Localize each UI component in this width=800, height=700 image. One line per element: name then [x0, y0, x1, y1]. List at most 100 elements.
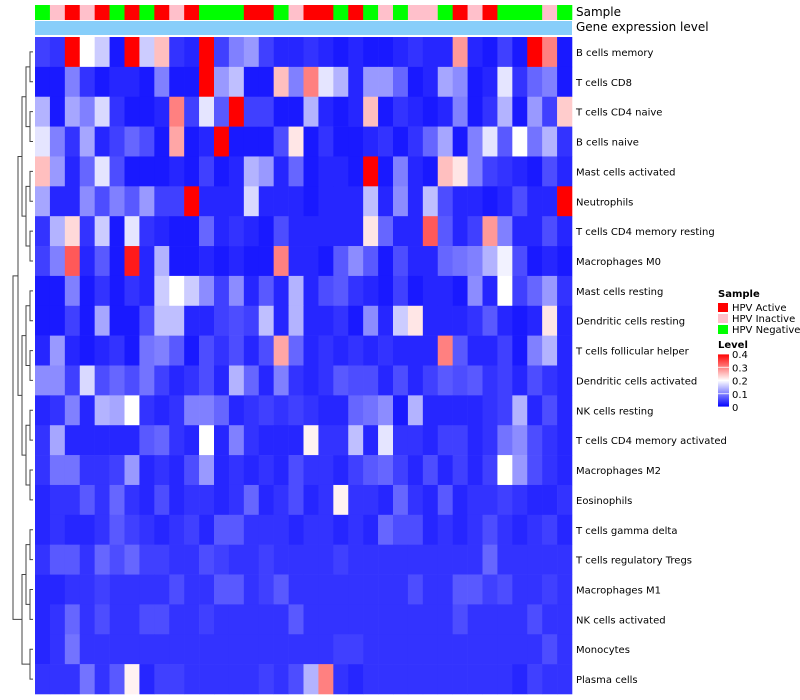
heatmap-cell: [467, 604, 483, 635]
heatmap-cell: [452, 186, 468, 217]
heatmap-cell: [363, 126, 379, 157]
heatmap-cell: [303, 216, 319, 247]
heatmap-cell: [393, 514, 409, 545]
heatmap-cell: [452, 246, 468, 277]
legend-tick-label: 0.4: [732, 350, 748, 361]
heatmap-cell: [228, 305, 245, 336]
heatmap-cell: [35, 664, 51, 695]
heatmap-cell: [184, 246, 200, 277]
heatmap-cell: [348, 604, 364, 635]
heatmap-cell: [64, 275, 81, 307]
heatmap-cell: [273, 126, 289, 157]
heatmap-cell: [64, 514, 81, 545]
sample-annotation-cell: [214, 5, 230, 20]
heatmap-cell: [407, 544, 424, 575]
heatmap-cell: [94, 37, 110, 68]
heatmap-cell: [527, 275, 543, 307]
heatmap-cell: [109, 544, 125, 575]
heatmap-cell: [422, 484, 439, 516]
heatmap-cell: [49, 246, 66, 277]
heatmap-cell: [228, 604, 245, 635]
heatmap-cell: [288, 275, 304, 307]
dendrogram-branch: [21, 335, 26, 456]
heatmap-cell: [393, 574, 409, 605]
heatmap-cell: [184, 484, 200, 516]
heatmap-cell: [109, 96, 125, 127]
heatmap-cell: [318, 574, 334, 605]
heatmap-cell: [273, 484, 289, 516]
heatmap-cell: [199, 634, 215, 665]
heatmap-cell: [527, 126, 543, 157]
heatmap-cell: [437, 156, 453, 187]
heatmap-cell: [542, 305, 558, 336]
heatmap-cell: [199, 66, 215, 98]
heatmap-cell: [333, 365, 349, 396]
heatmap-cell: [497, 514, 513, 545]
heatmap-cell: [378, 365, 394, 396]
heatmap-cell: [452, 156, 468, 187]
heatmap-cell: [378, 395, 394, 426]
heatmap-cell: [467, 156, 483, 187]
heatmap-cell: [199, 365, 215, 396]
heatmap-cell: [303, 544, 319, 575]
heatmap-cell: [482, 66, 498, 98]
heatmap-cell: [199, 425, 215, 456]
heatmap-cell: [348, 96, 364, 127]
sample-annotation-cell: [169, 5, 185, 20]
heatmap-cell: [437, 425, 453, 456]
heatmap-cell: [109, 455, 125, 486]
heatmap-cell: [393, 604, 409, 635]
heatmap-cell: [79, 156, 95, 187]
heatmap-cell: [288, 455, 304, 486]
heatmap-cell: [378, 425, 394, 456]
heatmap-cell: [527, 604, 543, 635]
heatmap-cell: [258, 126, 274, 157]
heatmap-cell: [199, 664, 215, 695]
heatmap-cell: [214, 634, 230, 665]
heatmap-cell: [467, 425, 483, 456]
heatmap-cell: [288, 574, 304, 605]
heatmap-cell: [303, 604, 319, 635]
heatmap-cell: [258, 574, 274, 605]
heatmap-cell: [154, 335, 170, 366]
sample-annotation-cell: [94, 5, 110, 20]
heatmap-cell: [437, 216, 453, 247]
heatmap-cell: [109, 484, 125, 516]
heatmap-cell: [303, 156, 319, 187]
heatmap-cell: [64, 574, 81, 605]
heatmap-cell: [363, 66, 379, 98]
heatmap-cell: [527, 37, 543, 68]
heatmap-cell: [482, 455, 498, 486]
heatmap-cell: [407, 335, 424, 366]
heatmap-cell: [318, 335, 334, 366]
row-label: NK cells activated: [576, 615, 666, 626]
heatmap-cell: [79, 246, 95, 277]
heatmap-cell: [303, 246, 319, 277]
heatmap-cell: [79, 186, 95, 217]
heatmap-cell: [512, 246, 528, 277]
heatmap-cell: [422, 604, 439, 635]
heatmap-cell: [303, 305, 319, 336]
heatmap-cell: [512, 305, 528, 336]
gene-expression-annotation-track: [35, 21, 572, 35]
legend-sample-title: Sample: [718, 289, 760, 300]
heatmap-cell: [437, 275, 453, 307]
heatmap-cell: [35, 186, 51, 217]
row-label: Mast cells resting: [576, 287, 663, 298]
heatmap-cell: [318, 126, 334, 157]
heatmap-cell: [79, 275, 95, 307]
heatmap-cell: [333, 574, 349, 605]
heatmap-cell: [94, 126, 110, 157]
heatmap-cell: [467, 395, 483, 426]
heatmap-cell: [422, 186, 439, 217]
heatmap-cell: [109, 395, 125, 426]
heatmap-cell: [407, 186, 424, 217]
heatmap-cell: [94, 574, 110, 605]
heatmap-cell: [199, 395, 215, 426]
heatmap-cell: [214, 365, 230, 396]
heatmap-cell: [64, 335, 81, 366]
heatmap-cell: [199, 484, 215, 516]
heatmap-cell: [542, 96, 558, 127]
heatmap-cell: [273, 275, 289, 307]
heatmap-cell: [169, 37, 185, 68]
